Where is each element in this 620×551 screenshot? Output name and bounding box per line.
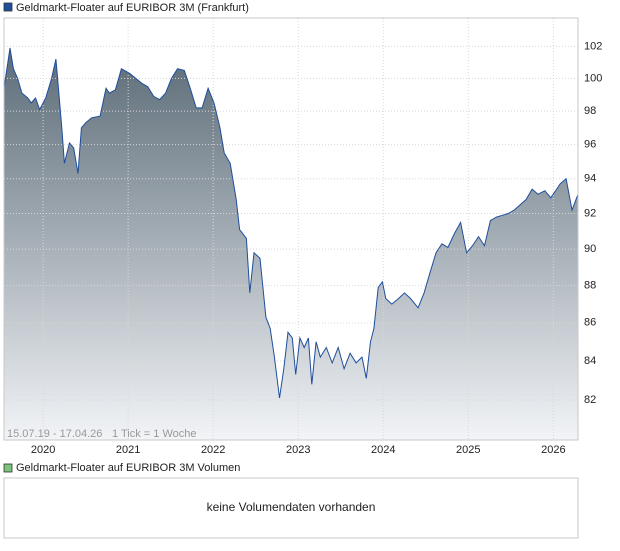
volume-legend: Geldmarkt-Floater auf EURIBOR 3M Volumen <box>16 462 240 474</box>
y-tick-label: 94 <box>584 173 596 185</box>
y-tick-label: 98 <box>584 105 596 117</box>
range-label: 15.07.19 - 17.04.26 <box>7 428 102 440</box>
y-tick-label: 84 <box>584 355 596 367</box>
y-tick-label: 90 <box>584 243 596 255</box>
y-tick-label: 82 <box>584 394 596 406</box>
x-tick-label: 2023 <box>286 444 310 456</box>
x-tick-label: 2021 <box>116 444 140 456</box>
y-tick-label: 88 <box>584 279 596 291</box>
y-tick-label: 100 <box>584 72 602 84</box>
x-tick-label: 2026 <box>541 444 565 456</box>
y-tick-label: 86 <box>584 317 596 329</box>
volume-message: keine Volumendaten vorhanden <box>207 500 376 514</box>
x-tick-label: 2024 <box>371 444 395 456</box>
x-tick-label: 2022 <box>201 444 225 456</box>
y-tick-label: 102 <box>584 40 602 52</box>
plot-frame <box>3 17 579 441</box>
area <box>4 47 578 441</box>
y-tick-label: 96 <box>584 138 596 150</box>
x-tick-label: 2025 <box>456 444 480 456</box>
tick-label: 1 Tick = 1 Woche <box>112 428 196 440</box>
line <box>3 47 579 399</box>
legend-swatch <box>3 2 13 12</box>
watermark: CHECK <box>308 226 388 251</box>
volume-frame <box>3 477 579 539</box>
watermark: IEN <box>250 192 288 217</box>
legend-label: Geldmarkt-Floater auf EURIBOR 3M (Frankf… <box>16 2 249 14</box>
y-tick-label: 92 <box>584 207 596 219</box>
x-tick-label: 2020 <box>31 444 55 456</box>
legend-swatch <box>3 463 13 473</box>
